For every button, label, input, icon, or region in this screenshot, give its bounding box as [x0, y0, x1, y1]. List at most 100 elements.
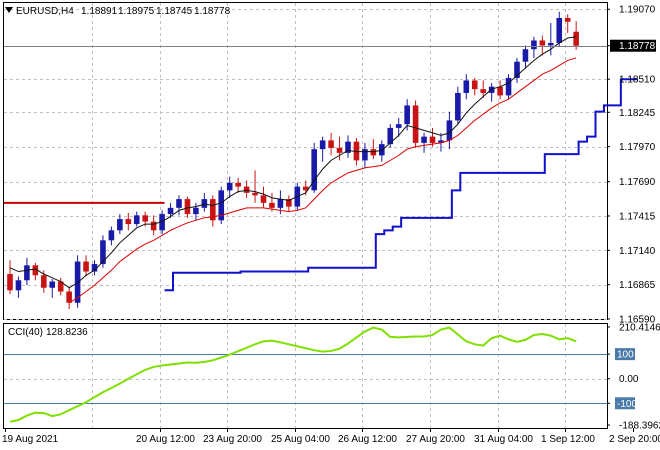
price-tick-label: 1.17140: [619, 246, 656, 257]
slow-ma-line: [68, 57, 577, 304]
time-tick-label: 19 Aug 2021: [2, 434, 59, 445]
candle-body: [41, 275, 47, 288]
moving-averages: [9, 36, 577, 304]
fast-ma-line: [9, 36, 577, 289]
candle-body: [353, 141, 360, 161]
candle-body: [395, 124, 402, 128]
candle-body: [514, 61, 520, 78]
cci-value: 128.8236: [46, 327, 88, 338]
price-tick-label: 1.18510: [619, 75, 656, 86]
candle-body: [421, 136, 427, 143]
time-tick-label: 25 Aug 04:00: [271, 434, 330, 445]
candle-body: [277, 199, 284, 208]
candle-body: [345, 141, 351, 153]
candle-body: [167, 207, 174, 215]
candle-body: [218, 190, 225, 221]
cci-axis: 210.4146 100 0.00 -100 -188.3962: [607, 323, 660, 432]
candle-body: [404, 105, 410, 125]
blue-trailing-line: [164, 78, 638, 292]
time-tick-label: 26 Aug 12:00: [338, 434, 397, 445]
candle-body: [480, 89, 486, 93]
cci-series: [9, 326, 577, 423]
candle-body: [159, 214, 165, 231]
trailing-lines: [4, 78, 638, 292]
candle-body: [522, 49, 529, 62]
candle-body: [117, 219, 123, 231]
time-tick-label: 31 Aug 04:00: [474, 434, 533, 445]
candle-body: [539, 40, 546, 46]
candle-body: [100, 240, 106, 265]
time-tick-label: 27 Aug 20:00: [406, 434, 465, 445]
candle-body: [362, 149, 368, 161]
candle-body: [370, 149, 377, 156]
price-tick-label: 1.16590: [619, 315, 656, 326]
cci-tick-label: 210.4146: [619, 323, 660, 334]
candle-body: [125, 219, 132, 225]
candle-body: [201, 199, 208, 208]
candle-body: [302, 186, 309, 191]
candle-body: [505, 77, 512, 96]
candle-body: [531, 40, 537, 50]
candle-body: [32, 265, 39, 276]
current-price-box: [610, 39, 656, 52]
candle-body: [497, 86, 503, 96]
close-value: 1.18778: [194, 6, 231, 17]
cci-level-label: -100: [617, 399, 637, 410]
candle-body: [7, 274, 13, 291]
candle-body: [260, 195, 267, 203]
cci-tick-label: 0.00: [619, 374, 639, 385]
price-tick-label: 1.17690: [619, 177, 656, 188]
low-value: 1.18745: [156, 6, 193, 17]
cci-level-box: [615, 397, 635, 410]
candle-body: [269, 202, 275, 208]
price-tick-label: 1.16865: [619, 280, 656, 291]
candle-body: [429, 136, 436, 143]
price-tick-label: 1.17970: [619, 142, 656, 153]
candle-body: [83, 261, 89, 272]
candle-body: [184, 199, 191, 215]
candle-body: [210, 199, 216, 221]
cci-label: CCI(40): [8, 327, 43, 338]
symbol-label: EURUSD,H4: [16, 6, 74, 17]
candle-body: [91, 264, 98, 272]
candle-body: [548, 42, 554, 46]
candle-body: [66, 291, 72, 303]
price-tick-label: 1.18245: [619, 108, 656, 119]
cci-level-lines: [4, 354, 607, 404]
candle-body: [319, 140, 326, 150]
candle-body: [24, 265, 30, 281]
time-tick-label: 2 Sep 20:00: [609, 434, 660, 445]
candle-body: [176, 199, 182, 208]
candle-body: [412, 105, 419, 143]
candle-body: [455, 92, 461, 121]
candle-body: [57, 281, 64, 292]
candle-body: [142, 215, 148, 222]
candle-body: [573, 31, 579, 46]
cci-level-label: 100: [617, 350, 634, 361]
candle-body: [471, 80, 478, 90]
time-axis: 19 Aug 2021 20 Aug 12:00 23 Aug 20:00 25 Au…: [2, 428, 660, 445]
high-value: 1.18975: [118, 6, 155, 17]
cci-grid: [4, 324, 607, 428]
candle-body: [564, 17, 571, 22]
candle-body: [243, 186, 250, 193]
current-price-label: 1.18778: [619, 41, 656, 52]
candle-body: [49, 281, 56, 288]
time-tick-label: 23 Aug 20:00: [203, 434, 262, 445]
candles: [7, 11, 579, 310]
triangle-down-icon[interactable]: [5, 7, 13, 13]
open-value: 1.18891: [81, 6, 118, 17]
candle-body: [193, 207, 199, 215]
candle-body: [226, 182, 233, 191]
price-tick-label: 1.17415: [619, 211, 656, 222]
candle-body: [446, 120, 453, 141]
candle-body: [235, 182, 241, 187]
cci-panel-frame[interactable]: [3, 323, 608, 429]
cci-level-box: [615, 348, 635, 361]
price-tick-label: 1.19070: [619, 5, 656, 16]
candle-body: [387, 127, 394, 145]
time-tick-label: 1 Sep 12:00: [541, 434, 595, 445]
candle-body: [328, 140, 334, 148]
